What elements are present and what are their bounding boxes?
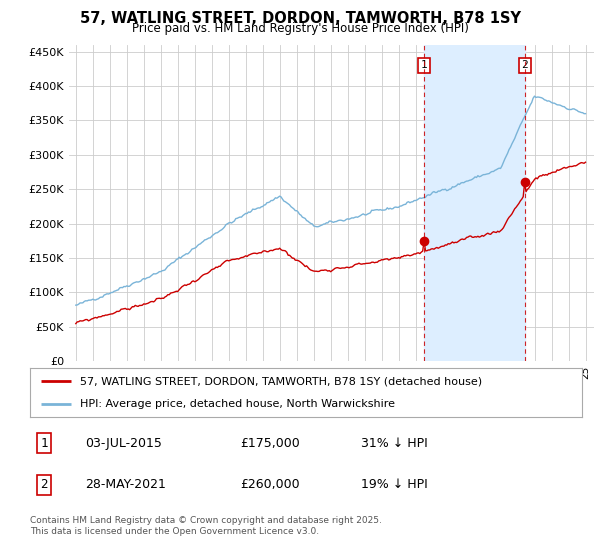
Text: 1: 1 [40,437,47,450]
Text: £260,000: £260,000 [240,478,299,491]
Bar [424,45,524,361]
Text: Price paid vs. HM Land Registry's House Price Index (HPI): Price paid vs. HM Land Registry's House … [131,22,469,35]
Text: 28-MAY-2021: 28-MAY-2021 [85,478,166,491]
Text: 19% ↓ HPI: 19% ↓ HPI [361,478,428,491]
Text: HPI: Average price, detached house, North Warwickshire: HPI: Average price, detached house, Nort… [80,399,395,409]
Text: 57, WATLING STREET, DORDON, TAMWORTH, B78 1SY: 57, WATLING STREET, DORDON, TAMWORTH, B7… [79,11,521,26]
Text: £175,000: £175,000 [240,437,299,450]
Text: 57, WATLING STREET, DORDON, TAMWORTH, B78 1SY (detached house): 57, WATLING STREET, DORDON, TAMWORTH, B7… [80,376,482,386]
Text: 2: 2 [521,60,528,71]
Text: 03-JUL-2015: 03-JUL-2015 [85,437,162,450]
Text: 31% ↓ HPI: 31% ↓ HPI [361,437,428,450]
Text: Contains HM Land Registry data © Crown copyright and database right 2025.
This d: Contains HM Land Registry data © Crown c… [30,516,382,536]
Text: 2: 2 [40,478,47,491]
Text: 1: 1 [421,60,427,71]
